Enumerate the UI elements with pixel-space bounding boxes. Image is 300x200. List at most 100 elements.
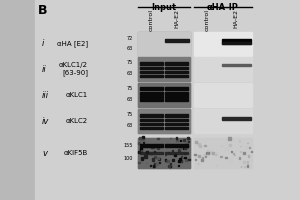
Bar [165,96,188,98]
Text: HA-E2: HA-E2 [233,9,238,28]
Text: 63: 63 [127,71,133,76]
Bar [247,161,248,162]
Text: control: control [148,9,154,31]
Text: 75: 75 [127,60,133,66]
Bar [176,137,177,139]
Bar [152,158,154,161]
Text: iv: iv [42,116,50,126]
Bar [138,83,190,107]
Bar [172,159,174,161]
Bar [178,149,180,151]
Bar [188,141,189,142]
Bar [138,109,190,133]
Bar [140,144,163,147]
Bar [139,139,140,140]
Bar [165,99,188,101]
Bar [154,163,156,165]
Bar [243,152,245,154]
Text: 75: 75 [127,112,133,117]
Bar [141,137,144,140]
Bar [187,145,188,147]
Bar [194,57,252,81]
Bar [152,146,154,148]
Bar [229,144,231,146]
Bar [150,153,152,155]
Bar [194,109,252,133]
Bar [170,163,171,164]
Bar [185,148,186,149]
Bar [179,158,181,160]
Bar [247,163,248,164]
Bar [156,162,158,165]
Bar [138,57,190,81]
Bar [138,109,190,133]
Bar [240,151,242,152]
Bar [155,144,157,146]
Bar [185,159,187,161]
Text: ii: ii [42,64,47,73]
Bar [194,109,252,133]
Bar [194,83,252,107]
Bar [139,137,142,139]
Bar [165,67,188,69]
Bar [143,142,144,143]
Bar [165,114,188,116]
Bar [138,162,140,163]
Bar [165,62,188,64]
Bar [152,147,153,148]
Bar [220,156,222,157]
Bar [138,83,190,107]
Bar [174,154,176,156]
Bar [216,153,217,154]
Bar [176,139,178,141]
Bar [140,152,163,154]
Bar [157,157,159,159]
Bar [222,42,251,44]
Bar [202,157,203,158]
Bar [138,138,190,168]
Text: αKLC2: αKLC2 [66,118,88,124]
Text: 72: 72 [127,36,133,40]
Bar [207,150,208,151]
Text: i: i [42,40,44,48]
Bar [140,148,141,149]
Bar [172,150,173,151]
Bar [142,136,144,138]
Bar [158,158,160,160]
Text: αHA-IP: αHA-IP [207,3,239,12]
Bar [188,159,190,160]
Bar [194,138,252,168]
Bar [222,64,251,66]
Bar [168,152,169,153]
Bar [194,154,196,155]
Text: iii: iii [42,90,49,99]
Bar [138,57,190,81]
Bar [169,167,170,168]
Bar [140,114,163,116]
Bar [204,154,205,156]
Bar [220,145,222,146]
Bar [187,139,188,141]
Bar [212,152,214,154]
Bar [231,151,232,152]
Bar [222,39,251,44]
Bar [194,32,252,56]
Bar [165,119,188,121]
Bar [205,156,206,157]
Bar [140,99,163,101]
Bar [228,137,230,140]
Bar [138,83,190,107]
Bar [138,57,190,81]
Bar [140,75,163,77]
Bar [180,160,182,162]
Bar [194,32,252,56]
Bar [184,157,185,158]
Text: control: control [204,9,209,31]
Bar [173,144,174,145]
Text: αKIF5B: αKIF5B [64,150,88,156]
Bar [238,157,240,159]
Bar [247,165,248,167]
Bar [144,155,147,158]
Bar [141,157,143,160]
Bar [187,137,189,139]
